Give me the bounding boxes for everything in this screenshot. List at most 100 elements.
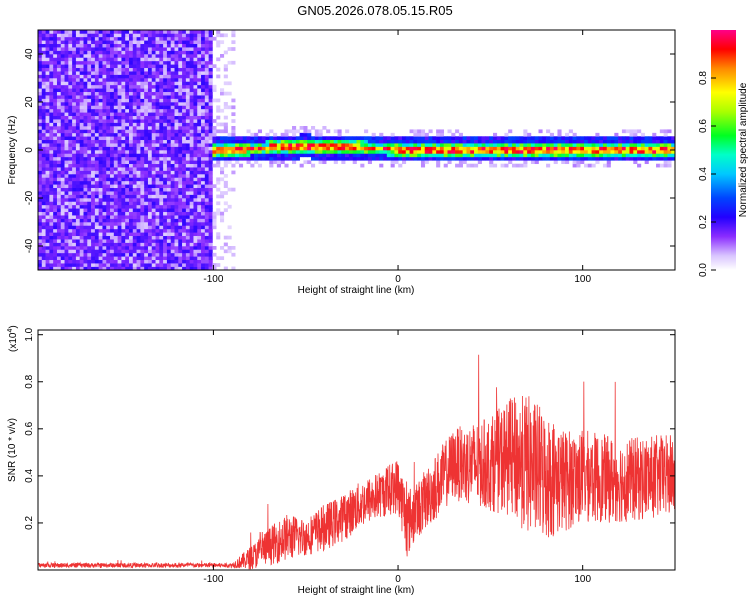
heatmap-cell bbox=[409, 156, 414, 161]
heatmap-cell bbox=[147, 60, 153, 65]
heatmap-cell bbox=[91, 222, 96, 226]
heatmap-cell bbox=[166, 180, 172, 185]
heatmap-cell bbox=[91, 112, 96, 117]
heatmap-cell bbox=[132, 215, 137, 219]
heatmap-cell bbox=[132, 191, 137, 195]
heatmap-cell bbox=[231, 33, 236, 38]
heatmap-cell bbox=[49, 194, 54, 199]
heatmap-cell bbox=[398, 153, 403, 158]
heatmap-cell bbox=[41, 122, 46, 127]
heatmap-cell bbox=[178, 228, 183, 233]
heatmap-cell bbox=[231, 266, 236, 270]
heatmap-cell bbox=[147, 156, 153, 161]
heatmap-cell bbox=[144, 54, 149, 58]
heatmap-cell bbox=[91, 146, 96, 151]
heatmap-cell bbox=[64, 201, 69, 206]
heatmap-cell bbox=[276, 139, 281, 144]
heatmap-cell bbox=[155, 102, 160, 106]
heatmap-cell bbox=[83, 232, 88, 237]
heatmap-cell bbox=[246, 139, 251, 144]
heatmap-cell bbox=[102, 156, 107, 161]
heatmap-cell bbox=[106, 91, 111, 96]
heatmap-cell bbox=[197, 198, 202, 202]
heatmap-cell bbox=[125, 98, 130, 103]
heatmap-cell bbox=[185, 232, 190, 237]
heatmap-cell bbox=[644, 136, 649, 141]
heatmap-cell bbox=[121, 108, 126, 113]
heatmap-cell bbox=[49, 204, 54, 209]
heatmap-cell bbox=[159, 57, 164, 62]
heatmap-cell bbox=[170, 132, 175, 137]
heatmap-cell bbox=[417, 146, 422, 151]
heatmap-cell bbox=[493, 132, 498, 137]
heatmap-cell bbox=[132, 198, 137, 202]
heatmap-cell bbox=[542, 153, 547, 158]
heatmap-cell bbox=[189, 139, 194, 144]
heatmap-cell bbox=[41, 54, 46, 58]
heatmap-cell bbox=[83, 64, 88, 69]
heatmap-cell bbox=[185, 201, 190, 206]
heatmap-cell bbox=[546, 143, 551, 147]
heatmap-cell bbox=[144, 222, 149, 226]
heatmap-cell bbox=[125, 184, 130, 189]
heatmap-cell bbox=[379, 146, 384, 151]
heatmap-cell bbox=[94, 239, 99, 243]
heatmap-cell bbox=[189, 249, 194, 254]
heatmap-cell bbox=[185, 187, 190, 192]
heatmap-cell bbox=[83, 218, 88, 223]
heatmap-cell bbox=[208, 174, 213, 178]
heatmap-cell bbox=[144, 139, 149, 144]
heatmap-cell bbox=[53, 252, 58, 257]
heatmap-cell bbox=[307, 150, 312, 154]
heatmap-cell bbox=[49, 74, 54, 79]
heatmap-cell bbox=[201, 119, 206, 123]
heatmap-cell bbox=[204, 235, 209, 240]
heatmap-cell bbox=[170, 201, 175, 206]
heatmap-cell bbox=[182, 91, 187, 96]
heatmap-cell bbox=[87, 108, 92, 113]
heatmap-cell bbox=[185, 222, 190, 226]
heatmap-cell bbox=[79, 256, 84, 261]
heatmap-cell bbox=[470, 139, 475, 144]
heatmap-cell bbox=[41, 194, 46, 199]
heatmap-cell bbox=[98, 132, 103, 137]
heatmap-cell bbox=[333, 160, 338, 165]
heatmap-cell bbox=[659, 146, 664, 151]
heatmap-cell bbox=[481, 146, 486, 151]
heatmap-cell bbox=[79, 225, 84, 230]
heatmap-cell bbox=[208, 198, 213, 202]
heatmap-cell bbox=[174, 102, 179, 106]
heatmap-cell bbox=[307, 136, 312, 141]
heatmap-cell bbox=[87, 126, 92, 130]
heatmap-cell bbox=[208, 105, 213, 110]
heatmap-cell bbox=[72, 64, 77, 69]
heatmap-cell bbox=[174, 136, 179, 141]
heatmap-cell bbox=[83, 256, 88, 261]
heatmap-cell bbox=[140, 163, 145, 168]
heatmap-cell bbox=[72, 198, 77, 202]
heatmap-cell bbox=[383, 139, 388, 144]
heatmap-cell bbox=[121, 43, 126, 48]
heatmap-cell bbox=[519, 150, 524, 154]
heatmap-cell bbox=[94, 84, 99, 89]
heatmap-cell bbox=[163, 129, 168, 134]
heatmap-cell bbox=[102, 160, 107, 165]
heatmap-cell bbox=[132, 143, 137, 147]
heatmap-cell bbox=[132, 239, 137, 243]
heatmap-cell bbox=[38, 60, 43, 65]
heatmap-cell bbox=[311, 163, 316, 168]
heatmap-cell bbox=[91, 67, 96, 72]
heatmap-cell bbox=[185, 71, 190, 75]
heatmap-cell bbox=[151, 67, 156, 72]
heatmap-cell bbox=[83, 187, 88, 192]
heatmap-cell bbox=[193, 126, 198, 130]
heatmap-cell bbox=[166, 54, 172, 58]
heatmap-cell bbox=[155, 225, 160, 230]
heatmap-cell bbox=[534, 143, 539, 147]
heatmap-cell bbox=[174, 67, 179, 72]
heatmap-cell bbox=[64, 156, 69, 161]
heatmap-cell bbox=[663, 136, 668, 141]
heatmap-cell bbox=[75, 126, 81, 130]
heatmap-cell bbox=[87, 67, 92, 72]
